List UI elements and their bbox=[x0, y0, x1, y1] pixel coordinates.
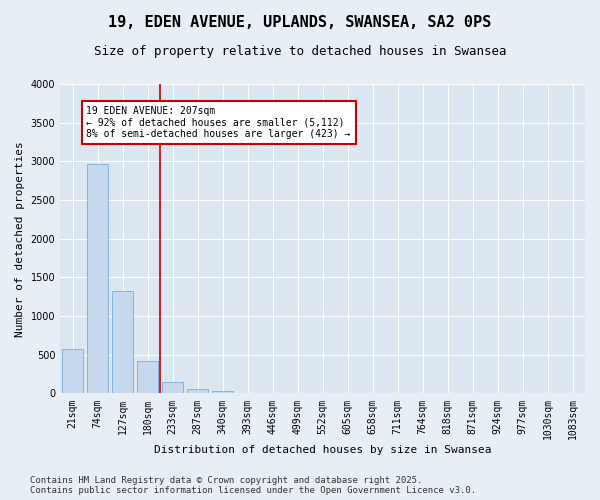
Text: 19, EDEN AVENUE, UPLANDS, SWANSEA, SA2 0PS: 19, EDEN AVENUE, UPLANDS, SWANSEA, SA2 0… bbox=[109, 15, 491, 30]
Text: Contains HM Land Registry data © Crown copyright and database right 2025.
Contai: Contains HM Land Registry data © Crown c… bbox=[30, 476, 476, 495]
Text: 19 EDEN AVENUE: 207sqm
← 92% of detached houses are smaller (5,112)
8% of semi-d: 19 EDEN AVENUE: 207sqm ← 92% of detached… bbox=[86, 106, 351, 139]
Bar bbox=[62, 350, 83, 394]
Bar bbox=[187, 389, 208, 394]
Bar bbox=[137, 362, 158, 394]
Bar bbox=[212, 391, 233, 394]
Bar bbox=[87, 164, 108, 394]
X-axis label: Distribution of detached houses by size in Swansea: Distribution of detached houses by size … bbox=[154, 445, 491, 455]
Bar bbox=[162, 382, 183, 394]
Bar bbox=[237, 392, 258, 394]
Text: Size of property relative to detached houses in Swansea: Size of property relative to detached ho… bbox=[94, 45, 506, 58]
Bar bbox=[112, 290, 133, 394]
Y-axis label: Number of detached properties: Number of detached properties bbox=[15, 141, 25, 336]
